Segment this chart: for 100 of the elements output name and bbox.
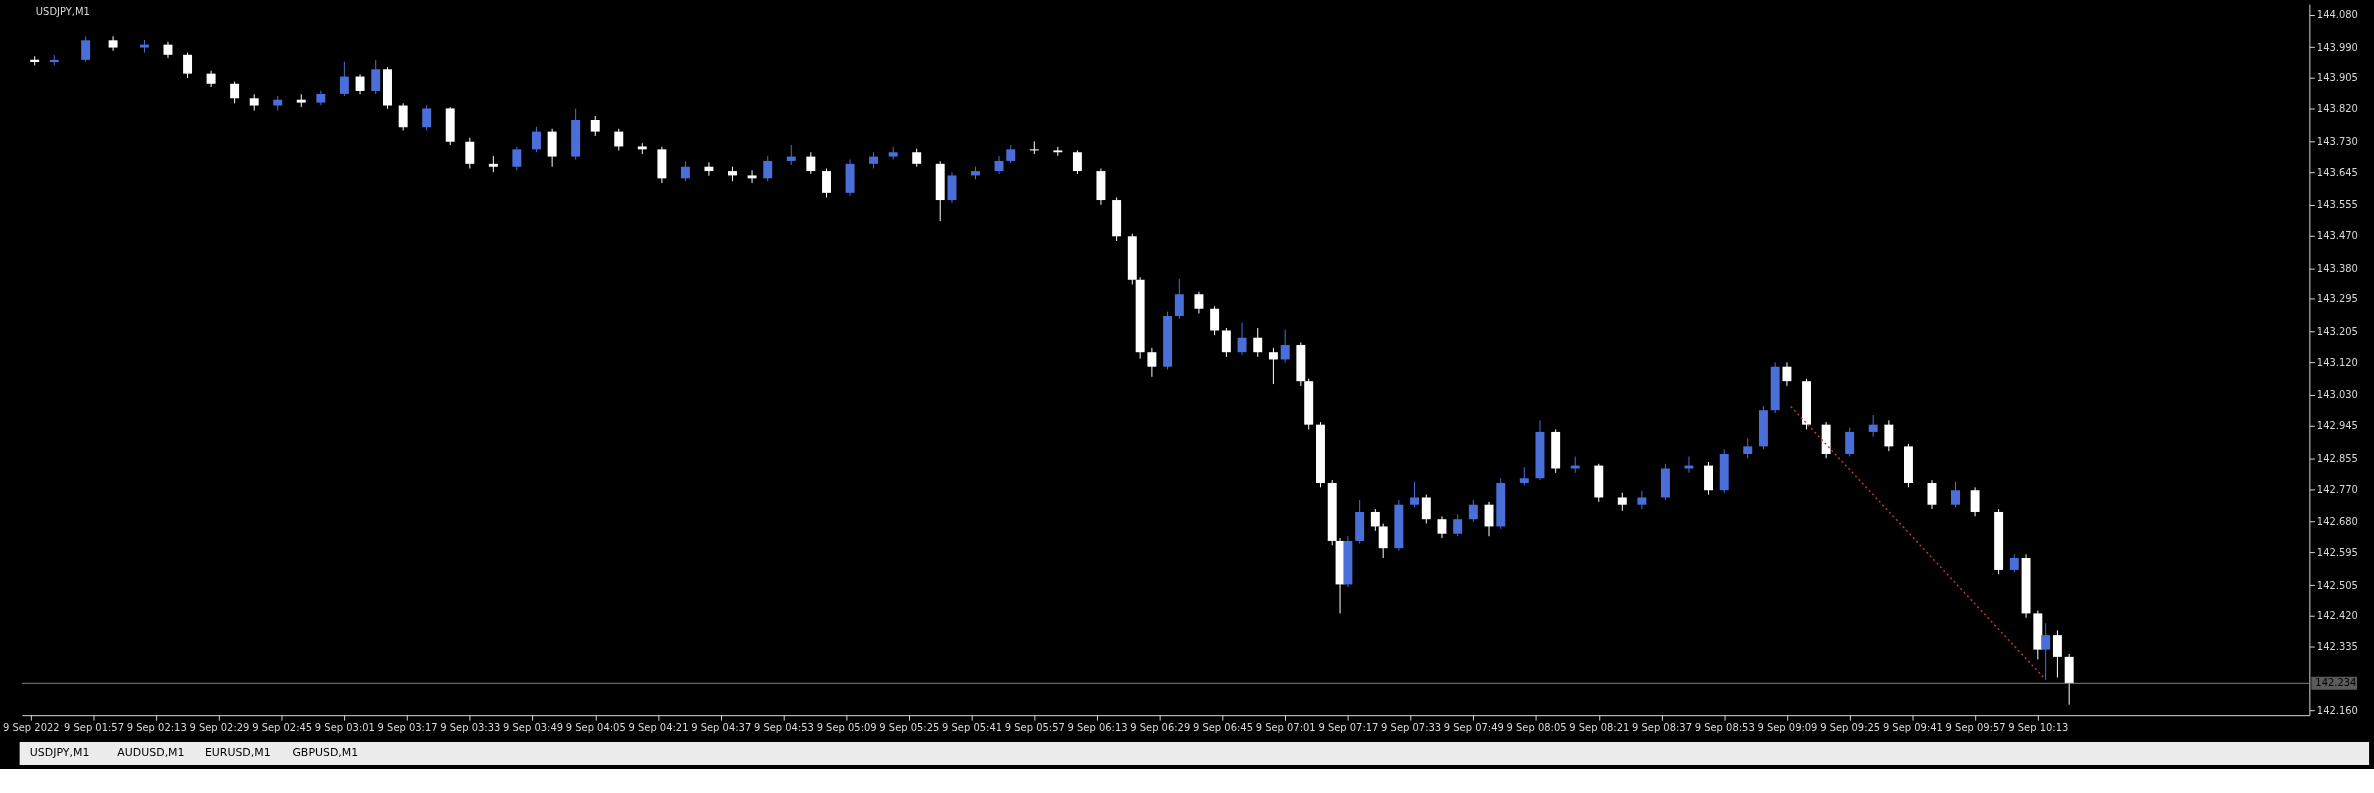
x-tick-label: 9 Sep 06:13	[1067, 721, 1128, 733]
candlestick	[230, 81, 240, 104]
candlestick	[1268, 347, 1278, 385]
x-tick-label: 9 Sep 09:09	[1757, 721, 1818, 733]
x-tick-label: 9 Sep 08:37	[1631, 721, 1692, 733]
candlestick	[763, 155, 773, 182]
candlestick	[1006, 144, 1016, 164]
candlestick	[1421, 494, 1431, 525]
candlestick	[1782, 361, 1792, 387]
candlestick	[422, 104, 432, 132]
x-tick-label: 9 Sep 03:01	[314, 721, 375, 733]
y-tick-label: 142.505	[2316, 579, 2358, 591]
candlestick	[1174, 278, 1184, 320]
text: AUDUSD,M1	[117, 745, 185, 759]
y-tick-label: 142.945	[2316, 420, 2358, 432]
candlestick	[1029, 140, 1039, 155]
candlestick	[1194, 291, 1204, 314]
x-tick-label: 9 Sep 09:41	[1882, 721, 1943, 733]
candlestick	[1970, 486, 1980, 517]
x-tick-label: 9 Sep 05:25	[879, 721, 940, 733]
candlestick	[1253, 327, 1263, 358]
y-tick-label: 142.335	[2316, 641, 2358, 653]
candlestick	[1951, 481, 1960, 508]
candlestick	[822, 168, 832, 199]
candlestick	[1743, 437, 1753, 459]
candlestick	[1410, 481, 1420, 508]
x-tick-label: 9 Sep 04:37	[691, 721, 752, 733]
chart-title: USDJPY,M1	[35, 6, 90, 18]
x-tick-label: 9 Sep 03:49	[503, 721, 564, 733]
y-tick-label: 143.030	[2316, 389, 2358, 401]
x-tick-label: 9 Sep 03:17	[377, 721, 438, 733]
candlestick	[680, 160, 690, 182]
x-tick-label: 9 Sep 07:33	[1381, 721, 1442, 733]
x-tick-label: 9 Sep 03:33	[440, 721, 501, 733]
x-tick-label: 9 Sep 05:09	[816, 721, 877, 733]
candlestick	[465, 137, 475, 170]
x-tick-label: 9 Sep 10:13	[2008, 721, 2069, 733]
candlestick	[1617, 492, 1627, 512]
candlestick	[1237, 322, 1247, 356]
x-tick-label: 9 Sep 04:21	[628, 721, 689, 733]
candlestick	[339, 61, 349, 97]
x-tick-label: 9 Sep 2022	[2, 721, 60, 733]
y-tick-label: 142.420	[2316, 610, 2358, 622]
y-tick-label: 143.470	[2316, 230, 2358, 242]
candlestick	[1884, 419, 1894, 452]
y-tick-label: 143.905	[2316, 72, 2358, 84]
candlestick	[1437, 515, 1447, 539]
y-tick-label: 142.855	[2316, 452, 2358, 464]
ref-line-label: 142.234	[2315, 677, 2357, 689]
y-tick-label: 142.160	[2316, 704, 2358, 716]
candlestick	[1221, 327, 1231, 358]
candlestick	[1845, 427, 1855, 458]
x-tick-label: 9 Sep 07:17	[1318, 721, 1379, 733]
x-tick-label: 9 Sep 02:45	[252, 721, 313, 733]
candlestick	[81, 35, 91, 63]
candlestick	[1210, 305, 1220, 336]
candlestick	[398, 102, 408, 132]
x-tick-label: 9 Sep 07:49	[1443, 721, 1504, 733]
candlestick	[806, 151, 816, 175]
y-tick-label: 143.380	[2316, 262, 2358, 274]
candlestick	[786, 144, 796, 166]
y-tick-label: 143.645	[2316, 166, 2358, 178]
candlestick	[614, 128, 624, 151]
y-tick-label: 143.990	[2316, 41, 2358, 53]
candlestick	[531, 126, 541, 153]
x-tick-label: 9 Sep 04:05	[565, 721, 626, 733]
x-tick-label: 9 Sep 06:29	[1130, 721, 1191, 733]
y-tick-label: 144.080	[2316, 9, 2358, 21]
candlestick	[1927, 479, 1937, 510]
text: EURUSD,M1	[204, 745, 271, 759]
candlestick	[912, 148, 922, 168]
y-tick-label: 143.295	[2316, 293, 2358, 305]
y-tick-label: 143.730	[2316, 135, 2358, 147]
y-tick-label: 143.555	[2316, 199, 2358, 211]
x-tick-label: 9 Sep 05:57	[1004, 721, 1065, 733]
x-tick-label: 9 Sep 08:21	[1569, 721, 1630, 733]
candlestick	[1453, 514, 1463, 537]
candlestick	[2041, 622, 2051, 680]
candlestick	[2009, 553, 2019, 573]
x-tick-label: 9 Sep 09:25	[1820, 721, 1881, 733]
y-tick-label: 143.205	[2316, 326, 2358, 338]
candlestick	[2052, 629, 2062, 679]
x-tick-label: 9 Sep 01:57	[63, 721, 124, 733]
x-tick-label: 9 Sep 08:53	[1694, 721, 1755, 733]
candlestick	[1519, 466, 1529, 487]
candlestick	[1072, 149, 1082, 175]
x-tick-label: 9 Sep 02:29	[189, 721, 250, 733]
y-tick-label: 142.680	[2316, 516, 2358, 528]
candlestick	[512, 146, 522, 171]
y-tick-label: 143.120	[2316, 356, 2358, 368]
candlestick	[1868, 414, 1878, 438]
text: USDJPY,M1	[29, 745, 90, 759]
y-tick-label: 143.820	[2316, 103, 2358, 115]
candlestick	[108, 35, 118, 52]
candlestick	[590, 115, 600, 137]
y-tick-label: 142.595	[2316, 547, 2358, 559]
x-tick-label: 9 Sep 06:45	[1192, 721, 1253, 733]
candlestick	[1468, 499, 1478, 523]
candlestick	[704, 161, 714, 177]
x-tick-label: 9 Sep 08:05	[1506, 721, 1567, 733]
